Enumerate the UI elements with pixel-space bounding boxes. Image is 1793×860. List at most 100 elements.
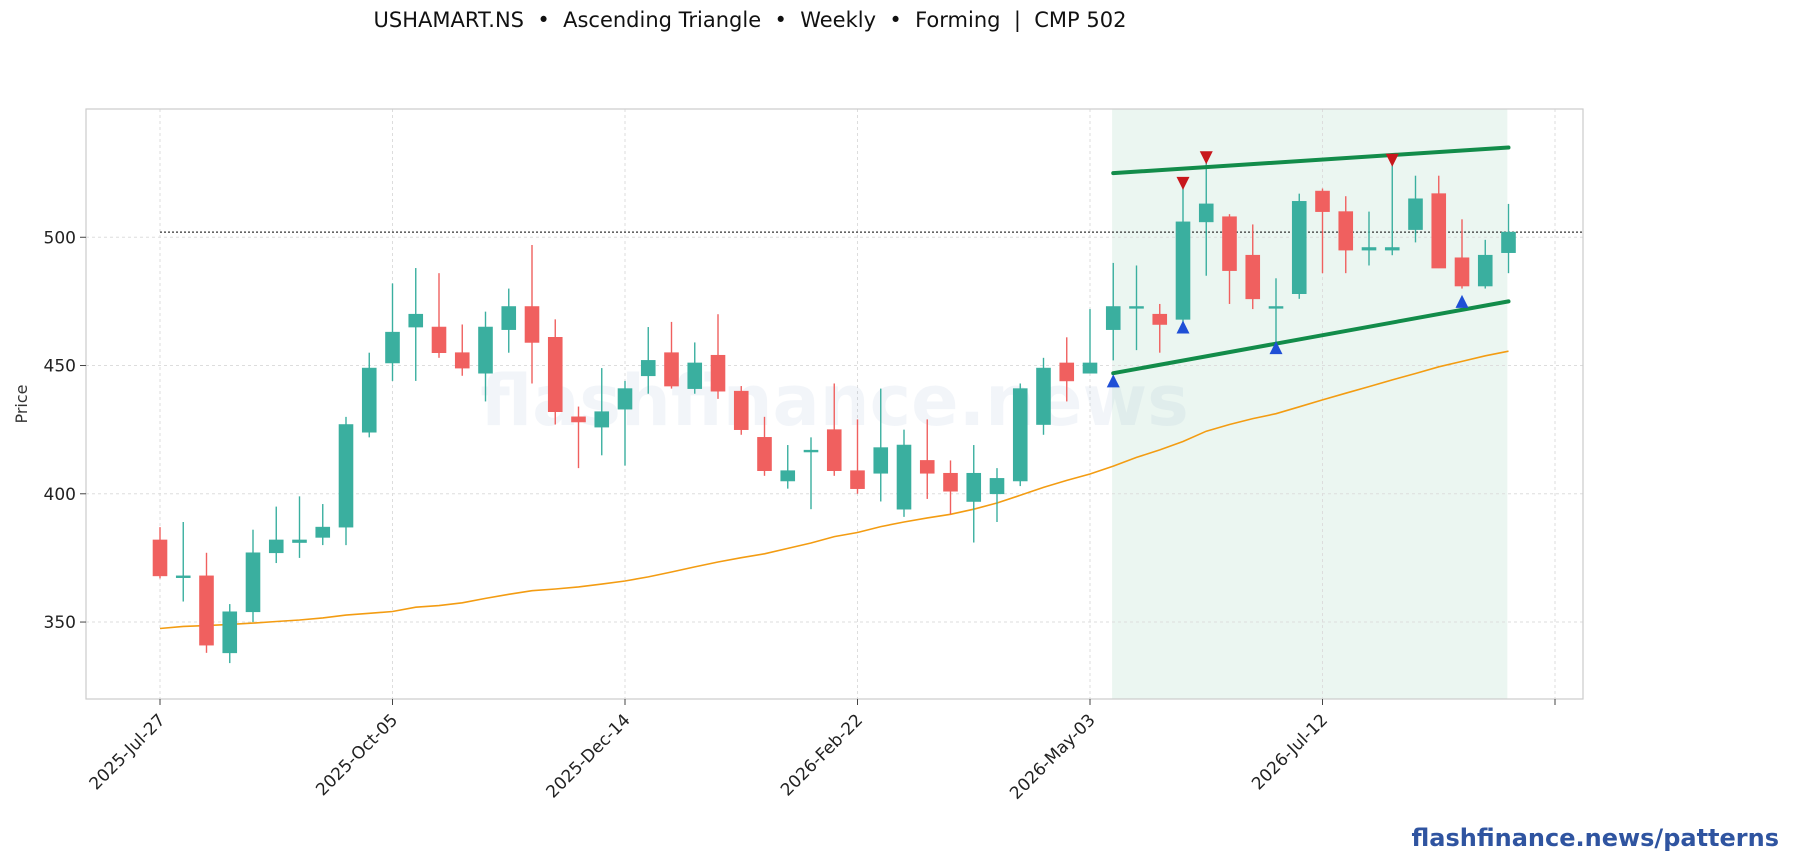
candle xyxy=(594,368,610,456)
candle xyxy=(1291,193,1307,299)
candle xyxy=(919,419,935,499)
candle-body xyxy=(431,326,447,353)
candle-body xyxy=(152,539,168,577)
candle xyxy=(664,321,679,389)
swing-high-marker xyxy=(1199,151,1213,165)
y-tick-label: 350 xyxy=(44,613,76,633)
candle xyxy=(1036,357,1051,435)
candle xyxy=(687,342,703,394)
footer-brand: flashfinance.news/patterns xyxy=(1411,824,1779,852)
support-trendline xyxy=(1111,299,1511,376)
candle xyxy=(338,416,354,546)
candle xyxy=(501,288,517,353)
candle xyxy=(361,352,377,438)
candle-body xyxy=(780,470,796,482)
candle-body xyxy=(664,352,679,387)
candle xyxy=(1152,303,1168,353)
candle xyxy=(617,380,633,466)
candle-body xyxy=(1198,203,1214,223)
candle-body xyxy=(245,552,261,613)
candle-body xyxy=(1315,190,1330,212)
candle-body xyxy=(454,352,470,369)
candle xyxy=(1338,196,1354,274)
candle xyxy=(408,268,424,381)
candle-body xyxy=(385,331,400,364)
candle xyxy=(1431,175,1447,269)
candle-body xyxy=(757,437,772,471)
moving-average-layer xyxy=(159,350,1509,630)
candle xyxy=(1408,175,1423,243)
candle-body xyxy=(617,388,633,410)
candle-body xyxy=(1012,388,1028,482)
candle-body xyxy=(1222,216,1237,271)
candle xyxy=(1454,219,1470,289)
candle-body xyxy=(850,470,865,489)
candle xyxy=(1361,211,1377,266)
swing-low-marker xyxy=(1269,341,1283,355)
candle xyxy=(1129,265,1144,351)
candle xyxy=(826,383,842,476)
candle-body xyxy=(292,539,307,543)
candle xyxy=(1059,337,1075,402)
candle-body xyxy=(175,575,191,578)
candle-body xyxy=(338,424,354,528)
candle-body xyxy=(408,313,424,328)
swing-high-marker xyxy=(1385,153,1399,167)
candle xyxy=(966,445,982,543)
candle-body xyxy=(1338,211,1354,251)
candle-body xyxy=(594,411,610,428)
candle-body xyxy=(1291,201,1307,294)
candle xyxy=(245,529,261,623)
candle-body xyxy=(1361,247,1377,251)
candle xyxy=(733,386,749,435)
candle xyxy=(640,327,656,394)
candle-body xyxy=(478,326,493,374)
candle xyxy=(454,324,470,376)
candle-body xyxy=(1268,306,1284,309)
candle xyxy=(222,604,238,664)
candle xyxy=(478,311,493,402)
candle-body xyxy=(1059,362,1075,382)
candle xyxy=(292,496,307,558)
candle-body xyxy=(803,449,819,453)
candle xyxy=(571,406,586,469)
candle xyxy=(1082,309,1098,374)
swing-low-marker xyxy=(1106,374,1120,388)
candle-body xyxy=(1501,231,1516,253)
candle-body xyxy=(1129,306,1144,309)
candle xyxy=(315,504,331,546)
candle xyxy=(431,273,447,358)
candle-body xyxy=(989,478,1005,495)
candle-body xyxy=(1454,257,1470,287)
y-tick-label: 500 xyxy=(44,228,76,248)
candle-body xyxy=(1408,198,1423,230)
markers-layer xyxy=(1106,151,1469,388)
resistance-trendline xyxy=(1111,145,1511,176)
candle-body xyxy=(315,526,331,538)
trendlines-layer xyxy=(1111,145,1511,376)
candle-body xyxy=(826,429,842,471)
candle xyxy=(1501,203,1516,274)
candle-body xyxy=(501,306,517,330)
candle-body xyxy=(524,306,540,343)
candle-body xyxy=(268,539,284,554)
candle-body xyxy=(687,362,703,389)
candle xyxy=(547,319,563,425)
candle xyxy=(873,388,889,502)
x-tick-label: 2025-Oct-05 xyxy=(312,710,402,800)
candle xyxy=(1268,278,1284,351)
plot-frame xyxy=(85,108,1584,700)
candle-body xyxy=(1477,254,1493,287)
candle xyxy=(803,437,819,510)
candle xyxy=(199,552,214,653)
candle-body xyxy=(1384,247,1400,251)
candle-body xyxy=(361,367,377,433)
y-tick-label: 450 xyxy=(44,357,76,377)
candle xyxy=(1012,383,1028,487)
candle-body xyxy=(1105,306,1121,330)
candle xyxy=(896,429,912,517)
candle-body xyxy=(571,416,586,423)
candle xyxy=(524,244,540,384)
candle-body xyxy=(1152,313,1168,325)
candle-body xyxy=(1431,193,1447,269)
